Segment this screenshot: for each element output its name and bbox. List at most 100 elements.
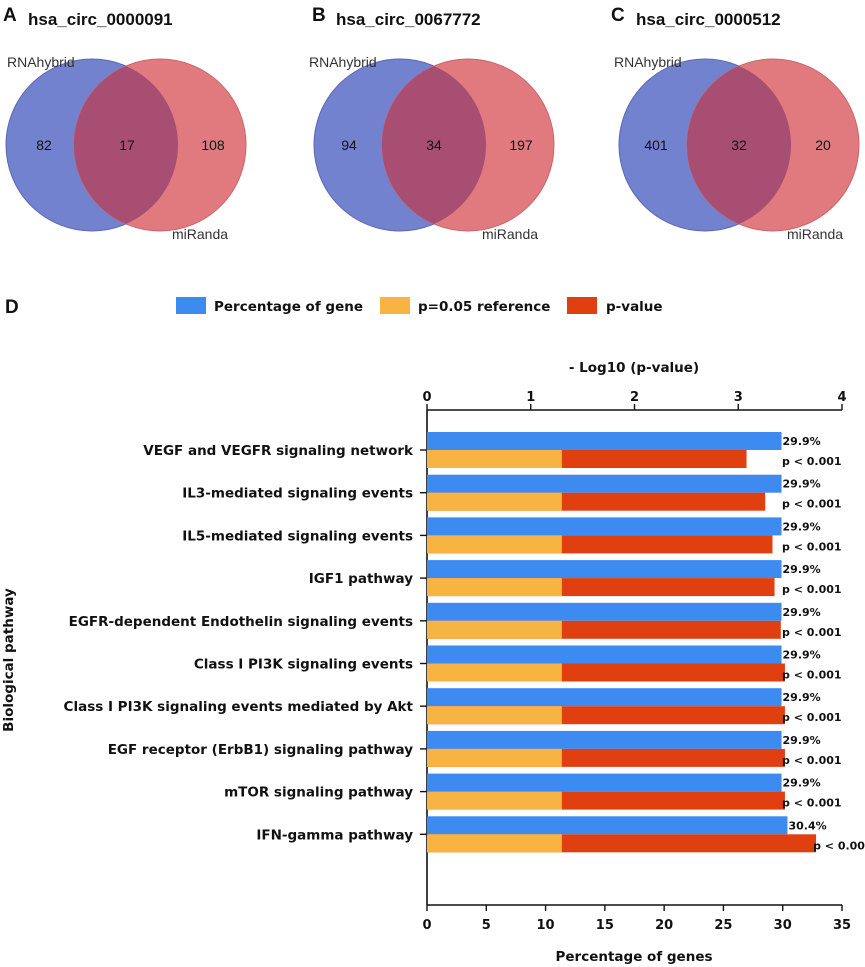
venn-title-a: hsa_circ_0000091	[28, 10, 173, 29]
venn-panel-a: A hsa_circ_0000091 RNAhybrid miRanda 82 …	[3, 5, 247, 242]
percentage-data-label: 29.9%	[783, 649, 821, 662]
reference-bar	[427, 492, 562, 511]
gene-percentage-bar	[427, 688, 782, 707]
gene-percentage-bar	[427, 602, 782, 621]
reference-bar	[427, 834, 562, 853]
category-label: IL5-mediated signaling events	[182, 528, 413, 544]
y-axis-title: Biological pathway	[1, 588, 17, 732]
venn-right-count-a: 108	[201, 137, 225, 153]
p-value-data-label: p < 0.001	[782, 498, 842, 511]
p-value-data-label: p < 0.001	[782, 540, 842, 553]
venn-panel-b: B hsa_circ_0067772 RNAhybrid miRanda 94 …	[309, 5, 555, 242]
venn-title-c: hsa_circ_0000512	[636, 10, 781, 29]
percentage-data-label: 29.9%	[783, 478, 821, 491]
bottom-axis-title: Percentage of genes	[555, 949, 712, 965]
gene-percentage-bar	[427, 816, 788, 835]
gene-percentage-bar	[427, 560, 782, 579]
legend-swatch-reference	[380, 297, 410, 314]
panel-letter-b: B	[312, 5, 326, 26]
gene-percentage-bar	[427, 645, 782, 664]
venn-right-label-a: miRanda	[172, 226, 228, 242]
top-tick-label: 2	[630, 390, 639, 405]
category-label: IGF1 pathway	[309, 571, 413, 587]
venn-left-count-c: 401	[644, 137, 668, 153]
percentage-data-label: 29.9%	[783, 606, 821, 619]
legend: Percentage of gene p=0.05 reference p-va…	[176, 297, 663, 315]
bottom-tick-label: 5	[482, 918, 491, 933]
legend-label-pvalue: p-value	[606, 299, 663, 315]
venn-overlap-b	[381, 66, 487, 224]
p-value-data-label: p < 0.001	[782, 626, 842, 639]
bottom-tick-label: 20	[655, 918, 673, 933]
category-label: VEGF and VEGFR signaling network	[143, 443, 414, 459]
legend-label-gene: Percentage of gene	[214, 299, 363, 315]
plot-area: 0 1 2 3 4 0 5 10 15 20 25 30 35 VEGF and VEGFR signal…	[64, 390, 865, 933]
venn-overlap-a	[73, 66, 179, 224]
reference-bar	[427, 578, 562, 597]
p-value-data-label: p < 0.001	[782, 455, 842, 468]
panel-letter-d: D	[5, 297, 19, 318]
percentage-data-label: 30.4%	[788, 819, 826, 832]
reference-bar	[427, 620, 562, 639]
venn-right-label-b: miRanda	[482, 226, 538, 242]
p-value-data-label: p < 0.001	[782, 583, 842, 596]
p-value-data-label: p < 0.001	[782, 797, 842, 810]
percentage-data-label: 29.9%	[783, 563, 821, 576]
gene-percentage-bar	[427, 730, 782, 749]
category-label: IL3-mediated signaling events	[182, 486, 413, 502]
venn-both-count-a: 17	[119, 137, 135, 153]
percentage-data-label: 29.9%	[783, 435, 821, 448]
venn-left-label-a: RNAhybrid	[7, 54, 75, 70]
venn-both-count-b: 34	[426, 137, 442, 153]
venn-right-count-c: 20	[815, 137, 831, 153]
top-tick-label: 4	[837, 390, 846, 405]
category-label: EGF receptor (ErbB1) signaling pathway	[108, 742, 413, 758]
category-label: mTOR signaling pathway	[224, 785, 413, 801]
bottom-tick-label: 0	[422, 918, 431, 933]
category-label: Class I PI3K signaling events mediated b…	[64, 699, 414, 715]
legend-swatch-pvalue	[567, 297, 597, 314]
venn-right-count-b: 197	[509, 137, 533, 153]
venn-both-count-c: 32	[731, 137, 747, 153]
reference-bar	[427, 706, 562, 725]
gene-percentage-bar	[427, 517, 782, 536]
reference-bar	[427, 450, 562, 468]
percentage-data-label: 29.9%	[783, 734, 821, 747]
reference-bar	[427, 791, 562, 810]
top-tick-label: 1	[526, 390, 535, 405]
category-label: IFN-gamma pathway	[256, 827, 413, 843]
top-axis-title: - Log10 (p-value)	[569, 360, 699, 376]
bottom-tick-label: 25	[714, 918, 732, 933]
venn-panel-c: C hsa_circ_0000512 RNAhybrid miRanda 401…	[611, 5, 860, 242]
venn-title-b: hsa_circ_0067772	[336, 10, 481, 29]
category-label: EGFR-dependent Endothelin signaling even…	[69, 614, 413, 630]
category-label: Class I PI3K signaling events	[194, 657, 413, 673]
bottom-tick-label: 35	[833, 918, 851, 933]
p-value-data-label: p < 0.001	[813, 839, 865, 852]
gene-percentage-bar	[427, 773, 782, 792]
bottom-tick-label: 10	[537, 918, 555, 933]
reference-bar	[427, 535, 562, 554]
top-tick-label: 0	[422, 390, 431, 405]
gene-percentage-bar	[427, 432, 782, 450]
venn-right-label-c: miRanda	[787, 226, 843, 242]
panel-letter-c: C	[611, 5, 625, 26]
percentage-data-label: 29.9%	[783, 520, 821, 533]
legend-label-reference: p=0.05 reference	[418, 299, 550, 315]
venn-left-count-b: 94	[341, 137, 357, 153]
legend-swatch-gene	[176, 297, 206, 314]
reference-bar	[427, 748, 562, 767]
venn-left-label-c: RNAhybrid	[614, 54, 682, 70]
bottom-tick-label: 15	[596, 918, 614, 933]
gene-percentage-bar	[427, 474, 782, 493]
p-value-data-label: p < 0.001	[782, 669, 842, 682]
reference-bar	[427, 663, 562, 682]
p-value-data-label: p < 0.001	[782, 754, 842, 767]
p-value-data-label: p < 0.001	[782, 711, 842, 724]
percentage-data-label: 29.9%	[783, 777, 821, 790]
venn-left-count-a: 82	[36, 137, 52, 153]
venn-left-label-b: RNAhybrid	[309, 54, 377, 70]
panel-letter-a: A	[3, 5, 17, 26]
top-tick-label: 3	[734, 390, 743, 405]
